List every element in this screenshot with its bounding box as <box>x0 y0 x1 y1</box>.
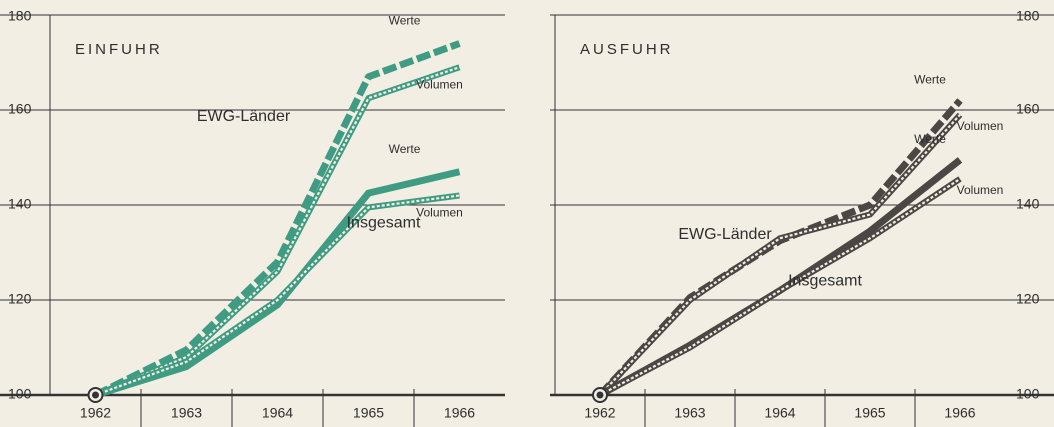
x-tick-label: 1962 <box>584 405 615 421</box>
y-tick-label: 140 <box>1016 196 1040 212</box>
series-line-inner <box>599 177 961 396</box>
x-tick-label: 1964 <box>262 405 293 421</box>
series-label: Volumen <box>416 77 463 91</box>
y-tick-label: 100 <box>1016 386 1040 402</box>
y-tick-label: 180 <box>8 8 32 24</box>
y-tick-label: 120 <box>8 291 32 307</box>
group-label: EWG-Länder <box>678 226 772 243</box>
series-line-inner <box>599 114 961 396</box>
y-tick-label: 140 <box>8 196 32 212</box>
x-tick-label: 1965 <box>854 405 885 421</box>
series-line <box>597 98 963 398</box>
x-tick-label: 1964 <box>764 405 795 421</box>
x-tick-label: 1962 <box>80 405 111 421</box>
x-tick-label: 1963 <box>171 405 202 421</box>
y-tick-label: 120 <box>1016 291 1040 307</box>
series-label: Werte <box>389 142 421 156</box>
panel-title: AUSFUHR <box>580 41 674 58</box>
series-label: Volumen <box>957 119 1004 133</box>
x-tick-label: 1966 <box>944 405 975 421</box>
group-label: EWG-Länder <box>197 108 291 125</box>
group-label: Insgesamt <box>788 272 862 289</box>
origin-dot <box>92 391 99 399</box>
series-label: Werte <box>914 132 946 146</box>
series-label: Werte <box>914 73 946 87</box>
y-tick-label: 100 <box>8 386 32 402</box>
series-line <box>597 112 963 398</box>
x-tick-label: 1965 <box>353 405 384 421</box>
series-line-inner <box>95 194 460 397</box>
series-line <box>598 157 963 399</box>
series-label: Volumen <box>416 206 463 220</box>
group-label: Insgesamt <box>347 214 421 231</box>
origin-dot <box>596 391 604 399</box>
x-tick-label: 1963 <box>674 405 705 421</box>
series-label: Werte <box>389 14 421 28</box>
series-line <box>93 40 461 399</box>
series-label: Volumen <box>957 183 1004 197</box>
y-tick-label: 180 <box>1016 8 1040 24</box>
x-tick-label: 1966 <box>444 405 475 421</box>
y-tick-label: 160 <box>1016 101 1040 117</box>
panel-title: EINFUHR <box>75 41 163 58</box>
y-tick-label: 160 <box>8 101 32 117</box>
